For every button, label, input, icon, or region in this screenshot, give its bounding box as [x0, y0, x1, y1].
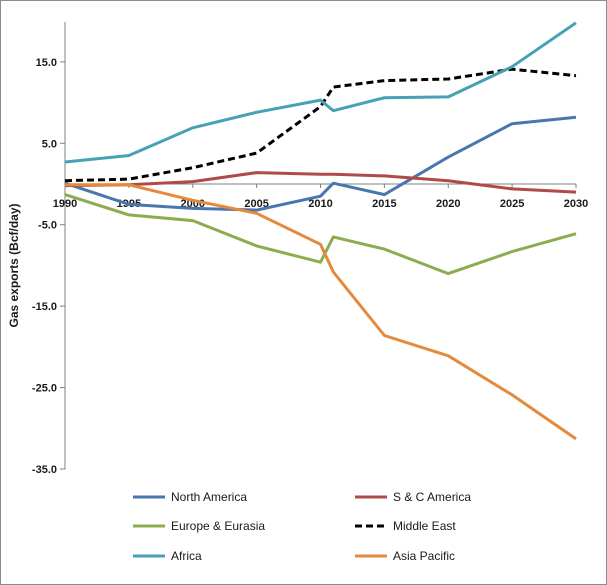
y-tick-label: -15.0 [32, 301, 57, 313]
series-line-s-c-america [64, 171, 577, 194]
y-tick-label: -5.0 [38, 220, 57, 232]
legend: North America S & C America Europe & Euras… [133, 490, 471, 563]
series-line-asia-pacific [65, 183, 577, 441]
series-line-middle-east [64, 67, 577, 183]
series-line-north-america [64, 115, 577, 212]
y-tick-label: -25.0 [32, 383, 57, 395]
x-tick-label: 1990 [53, 198, 77, 210]
y-tick-label: 5.0 [42, 138, 57, 150]
x-tick-label: 2010 [308, 198, 332, 210]
legend-label-asia-pacific: Asia Pacific [393, 549, 455, 563]
x-tick-label: 2015 [372, 198, 396, 210]
legend-label-s-c-america: S & C America [393, 490, 471, 504]
x-tick-label: 2025 [500, 198, 524, 210]
x-tick-label: 2005 [244, 198, 268, 210]
y-tick-label: -35.0 [32, 464, 57, 476]
x-tick-label: 2030 [564, 198, 588, 210]
legend-label-europe-eurasia: Europe & Eurasia [171, 519, 265, 533]
legend-label-africa: Africa [171, 549, 202, 563]
legend-label-north-america: North America [171, 490, 247, 504]
y-axis-label: Gas exports (Bcf/day) [7, 203, 21, 327]
series-line-europe-eurasia [64, 193, 577, 276]
legend-label-middle-east: Middle East [393, 519, 456, 533]
series-lines [64, 21, 577, 441]
y-tick-label: 15.0 [36, 57, 57, 69]
y-axis-ticks: 15.0 5.0 -5.0 -15.0 -25.0 -35.0 [32, 57, 65, 476]
series-line-africa [64, 21, 577, 164]
x-tick-label: 2020 [436, 198, 460, 210]
